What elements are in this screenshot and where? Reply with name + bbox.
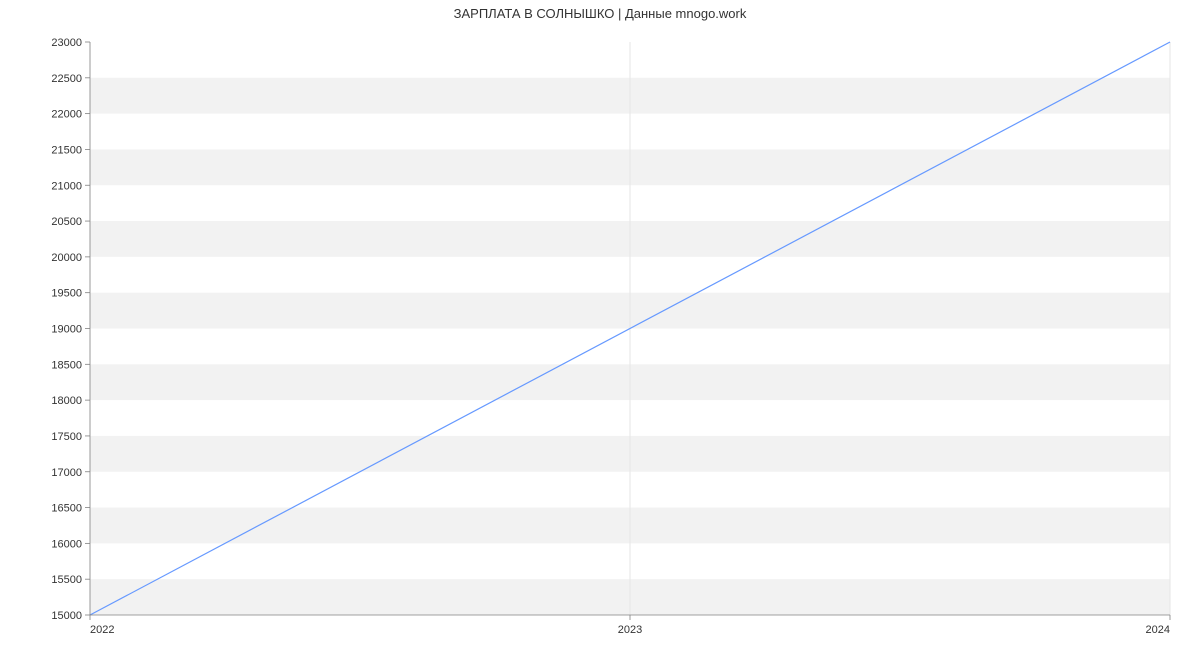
y-tick-label: 20000 xyxy=(51,252,82,264)
y-tick-label: 21500 xyxy=(51,144,82,156)
line-chart: 15000 15500 16000 16500 17000 17500 18000 18500… xyxy=(0,0,1200,650)
y-tick-label: 19000 xyxy=(51,324,82,336)
x-tick-label: 2024 xyxy=(1146,624,1170,636)
y-tick-label: 15000 xyxy=(51,610,82,622)
y-tick-label: 20500 xyxy=(51,216,82,228)
x-tick-label: 2022 xyxy=(90,624,114,636)
y-tick-label: 22500 xyxy=(51,73,82,85)
y-tick-label: 22000 xyxy=(51,109,82,121)
y-tick-label: 18000 xyxy=(51,395,82,407)
y-tick-label: 18500 xyxy=(51,359,82,371)
y-tick-label: 23000 xyxy=(51,37,82,49)
y-tick-label: 17000 xyxy=(51,467,82,479)
y-tick-label: 21000 xyxy=(51,180,82,192)
y-tick-label: 16000 xyxy=(51,538,82,550)
y-tick-label: 15500 xyxy=(51,574,82,586)
x-tick-label: 2023 xyxy=(618,624,642,636)
y-tick-label: 16500 xyxy=(51,503,82,515)
chart-container: ЗАРПЛАТА В СОЛНЫШКО | Данные mnogo.work … xyxy=(0,0,1200,650)
y-tick-label: 19500 xyxy=(51,288,82,300)
y-tick-label: 17500 xyxy=(51,431,82,443)
